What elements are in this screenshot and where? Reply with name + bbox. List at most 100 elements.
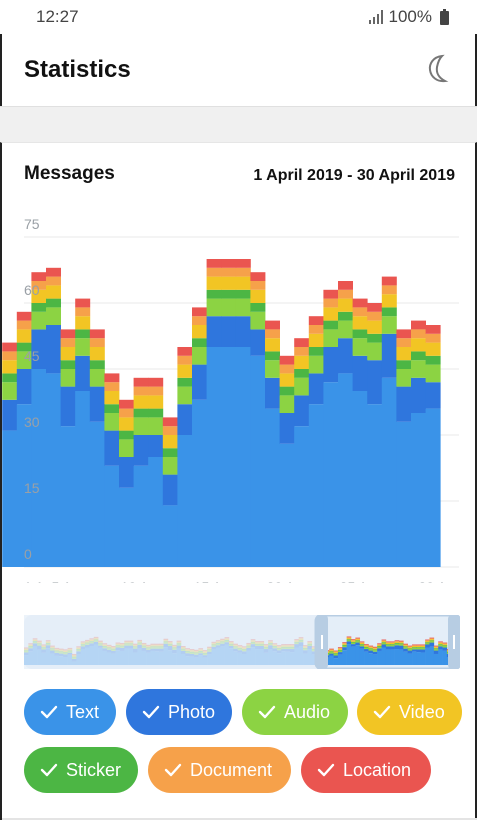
navigator-bar — [420, 649, 426, 653]
bar-segment-document — [396, 338, 412, 347]
bar-segment-document — [308, 325, 324, 334]
bar-segment-sticker — [16, 342, 32, 352]
navigator-bar — [398, 644, 404, 646]
navigator-bar — [368, 645, 374, 647]
page-title: Statistics — [24, 56, 131, 83]
navigator-bar — [398, 649, 404, 665]
bar-segment-sticker — [323, 320, 339, 330]
navigator-bar — [364, 644, 369, 645]
bar-segment-video — [89, 347, 105, 361]
filter-chip-audio[interactable]: Audio — [242, 689, 348, 735]
navigator-bar — [407, 645, 413, 647]
bar-segment-audio — [104, 413, 120, 431]
bar-segment-video — [425, 342, 441, 356]
bar-segment-location — [323, 289, 339, 299]
bar-segment-location — [221, 259, 237, 268]
bar-segment-video — [177, 364, 193, 378]
bar-segment-photo — [75, 355, 91, 391]
navigator-bar — [429, 646, 435, 665]
navigator-bar — [390, 642, 395, 643]
navigator-bar — [398, 645, 404, 650]
navigator-bar — [403, 645, 408, 647]
navigator-bar — [425, 642, 430, 645]
navigator-bar — [377, 650, 382, 665]
filter-chip-text[interactable]: Text — [24, 689, 116, 735]
bar-segment-video — [46, 285, 61, 299]
navigator-bar — [346, 638, 352, 640]
navigator-bar — [377, 643, 382, 645]
bar-segment-photo — [411, 377, 426, 413]
stacked-bar-chart: 0 15 30 45 60 75 1 Apr5 Apr 10 Apr 15 Apr 20 Apr 2… — [2, 216, 459, 583]
navigator-bar — [337, 650, 343, 653]
navigator-bar — [433, 645, 439, 647]
bar-segment-photo — [177, 404, 193, 435]
bar-segment-audio — [235, 298, 251, 317]
bar-segment-document — [162, 426, 178, 435]
navigator-bar — [351, 639, 356, 641]
bar-segment-text — [2, 430, 18, 567]
bar-segment-location — [2, 342, 18, 352]
bar-segment-audio — [221, 298, 237, 317]
bar-segment-video — [396, 347, 412, 361]
bar-segment-text — [235, 347, 251, 567]
navigator-bar — [364, 651, 369, 665]
bar-segment-video — [265, 338, 280, 352]
card-bottom-divider — [2, 818, 477, 820]
filter-chip-video[interactable]: Video — [357, 689, 462, 735]
navigator-bar — [416, 645, 422, 646]
y-tick-label: 75 — [24, 216, 40, 232]
navigator-bar — [438, 644, 443, 645]
navigator-bar — [403, 646, 408, 648]
bar-segment-text — [367, 404, 383, 567]
navigator-bar — [342, 645, 347, 648]
bar-segment-sticker — [2, 373, 18, 383]
filter-chip-location[interactable]: Location — [301, 747, 431, 793]
filter-chip-document[interactable]: Document — [148, 747, 291, 793]
navigator-bar — [398, 641, 404, 643]
checkmark-icon — [373, 705, 391, 719]
navigator-bar — [337, 647, 343, 648]
navigator-bar — [381, 641, 387, 643]
navigator-bar — [429, 639, 435, 641]
bar-segment-photo — [104, 430, 120, 466]
navigator-bar — [329, 655, 334, 665]
bar-segment-photo — [162, 474, 178, 506]
navigator-bar — [368, 653, 374, 665]
bar-segment-document — [46, 276, 61, 286]
navigator-bar — [403, 644, 408, 646]
navigator-bar — [442, 650, 448, 665]
filter-chip-sticker[interactable]: Sticker — [24, 747, 138, 793]
moon-icon[interactable] — [425, 54, 453, 84]
bar-segment-text — [221, 347, 237, 567]
navigator-bar — [385, 644, 391, 645]
navigator-bar — [412, 651, 417, 665]
status-bar: 12:27 100% — [0, 0, 477, 34]
navigator-bar — [433, 647, 439, 649]
navigator-bar — [333, 650, 339, 652]
navigator-bar — [394, 641, 400, 642]
navigator-bar — [381, 644, 387, 648]
navigator-bar — [329, 648, 334, 650]
navigator-bar — [403, 651, 408, 665]
bar-segment-audio — [352, 338, 368, 356]
navigator-bar — [433, 650, 439, 654]
navigator-bar — [412, 646, 417, 648]
navigator-bar — [416, 646, 422, 648]
navigator-bar — [355, 640, 361, 642]
navigator-bar — [333, 652, 339, 654]
bar-segment-document — [425, 333, 441, 343]
bar-segment-photo — [235, 316, 251, 347]
navigator-bar — [403, 647, 408, 649]
bar-segment-video — [192, 325, 207, 339]
navigator-bar — [329, 652, 334, 654]
bar-segment-text — [119, 487, 134, 567]
bar-segment-audio — [60, 369, 76, 387]
range-navigator[interactable] — [24, 615, 460, 669]
navigator-bar — [416, 644, 422, 646]
bar-segment-location — [411, 320, 426, 330]
filter-chip-photo[interactable]: Photo — [126, 689, 232, 735]
bar-segment-text — [31, 369, 47, 567]
bar-segment-text — [192, 399, 207, 567]
navigator-bar — [429, 638, 435, 640]
bar-segment-video — [133, 395, 149, 409]
